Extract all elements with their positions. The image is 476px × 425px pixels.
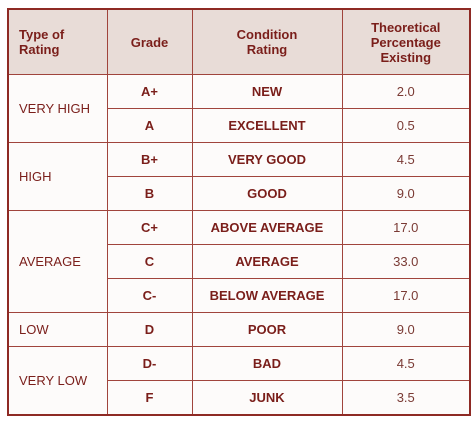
row: AVERAGE C+ ABOVE AVERAGE 17.0	[7, 210, 471, 313]
header-cell: Grade	[106, 8, 193, 75]
condition: POOR	[191, 312, 343, 347]
grade: B+	[106, 142, 193, 177]
header-cell: Type of Rating	[7, 8, 108, 75]
percentage: 9.0	[341, 176, 471, 211]
grade: F	[106, 380, 193, 416]
table-body: VERY HIGH A+ NEW 2.0 A EXCELLENT 0.5 HIGH B+ VERY…	[7, 74, 471, 416]
percentage: 17.0	[341, 278, 471, 313]
percentage: 0.5	[341, 108, 471, 143]
condition: JUNK	[191, 380, 343, 416]
row: A EXCELLENT 0.5	[8, 108, 471, 143]
grade: C	[106, 244, 193, 279]
grade: C+	[106, 210, 193, 245]
row: C AVERAGE 33.0	[8, 244, 471, 279]
grade: D-	[106, 346, 193, 381]
row: B GOOD 9.0	[8, 176, 471, 211]
percentage: 9.0	[341, 312, 471, 347]
rating-type: VERY LOW	[7, 346, 108, 416]
row: F JUNK 3.5	[8, 380, 471, 416]
condition: BAD	[191, 346, 343, 381]
rating-type: AVERAGE	[7, 210, 108, 313]
header-cell: Condition Rating	[191, 8, 343, 75]
row: VERY HIGH A+ NEW 2.0	[7, 74, 471, 143]
condition: VERY GOOD	[191, 142, 343, 177]
rating-table: Type of Rating Grade Condition Rating Th…	[7, 8, 471, 416]
condition: ABOVE AVERAGE	[191, 210, 343, 245]
percentage: 4.5	[341, 142, 471, 177]
rating-type: HIGH	[7, 142, 108, 211]
rating-type: VERY HIGH	[7, 74, 108, 143]
percentage: 33.0	[341, 244, 471, 279]
row: HIGH B+ VERY GOOD 4.5	[7, 142, 471, 211]
row: VERY LOW D- BAD 4.5	[7, 346, 471, 416]
row: C- BELOW AVERAGE 17.0	[8, 278, 471, 313]
header-row: Type of Rating Grade Condition Rating Th…	[7, 8, 471, 75]
percentage: 17.0	[341, 210, 471, 245]
rating-type: LOW	[7, 312, 108, 347]
condition: BELOW AVERAGE	[191, 278, 343, 313]
grade: D	[106, 312, 193, 347]
condition: EXCELLENT	[191, 108, 343, 143]
condition: NEW	[191, 74, 343, 109]
percentage: 4.5	[341, 346, 471, 381]
grade: C-	[106, 278, 193, 313]
condition: AVERAGE	[191, 244, 343, 279]
condition: GOOD	[191, 176, 343, 211]
percentage: 2.0	[341, 74, 471, 109]
grade: B	[106, 176, 193, 211]
row: LOW D POOR 9.0	[7, 312, 471, 347]
percentage: 3.5	[341, 380, 471, 416]
grade: A+	[106, 74, 193, 109]
header-cell: Theoretical Percentage Existing	[341, 8, 471, 75]
grade: A	[106, 108, 193, 143]
